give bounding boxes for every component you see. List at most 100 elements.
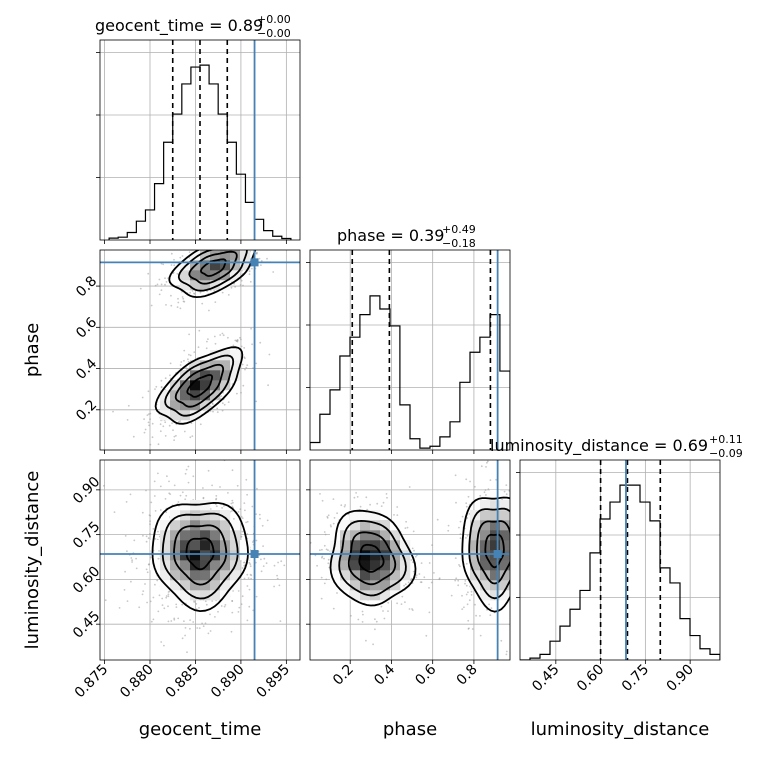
sample-point (320, 597, 323, 600)
sample-point (191, 435, 194, 437)
sample-point (505, 484, 508, 486)
density-cell (190, 580, 201, 591)
sample-point (196, 245, 198, 247)
density-cell (380, 560, 391, 571)
density-cell (190, 570, 201, 581)
sample-point (149, 533, 151, 535)
sample-point (249, 280, 252, 283)
tick-label-phase: 0.2 (73, 397, 100, 424)
sample-point (517, 581, 519, 583)
contour-level-2 (177, 250, 248, 292)
sample-point (221, 247, 223, 249)
density-cell (200, 560, 211, 571)
density-cell (200, 500, 211, 511)
sample-point (246, 533, 249, 535)
density-cell (220, 530, 231, 541)
sample-point (205, 603, 208, 606)
contour-level-1 (154, 346, 244, 425)
sample-point (165, 281, 168, 283)
density-cell (390, 550, 401, 561)
density-cell (350, 520, 361, 531)
density-cell (190, 380, 201, 391)
sample-point (412, 570, 415, 573)
sample-point (396, 602, 398, 605)
sample-point (209, 405, 212, 408)
sample-point (387, 601, 390, 604)
density-cell (470, 580, 481, 591)
sample-point (231, 510, 233, 512)
sample-point (165, 595, 168, 597)
density-cell (220, 280, 231, 291)
sample-point (241, 567, 244, 569)
density-cell (380, 530, 391, 541)
sample-point (182, 300, 185, 303)
sample-point (209, 243, 211, 245)
sample-point (202, 625, 205, 628)
sample-point (408, 608, 411, 610)
sample-point (196, 627, 199, 629)
sample-point (469, 480, 471, 483)
sample-point (272, 241, 274, 243)
sample-point (149, 520, 152, 523)
density-cell (170, 510, 181, 521)
sample-point (320, 576, 323, 579)
sample-point (457, 584, 460, 587)
sample-point (517, 533, 519, 535)
density-cell (200, 360, 211, 371)
density-cell (150, 540, 161, 551)
sample-point (92, 547, 94, 549)
sample-point (152, 618, 155, 621)
density-cell (200, 380, 211, 391)
sample-point (170, 304, 173, 307)
sample-point (234, 233, 236, 235)
sample-point (525, 557, 527, 559)
sample-point (231, 469, 234, 472)
density-cell (210, 560, 221, 571)
sample-point (521, 523, 523, 525)
density-cell (370, 540, 381, 551)
sample-point (250, 243, 252, 245)
sample-point (458, 564, 460, 566)
sample-point (183, 349, 186, 352)
sample-point (152, 528, 155, 530)
tick-label-luminosity-distance: 0.90 (70, 474, 103, 507)
sample-point (319, 549, 321, 552)
density-cell (180, 540, 191, 551)
sample-point (340, 504, 343, 507)
sample-point (149, 523, 151, 526)
sample-point (516, 548, 518, 550)
sample-point (495, 478, 497, 481)
sample-point (405, 520, 407, 523)
sample-point (225, 247, 227, 249)
sample-point (156, 283, 159, 286)
sample-point (124, 570, 126, 573)
sample-point (207, 338, 209, 340)
sample-point (272, 271, 275, 273)
sample-point (103, 484, 105, 487)
contour-level-4 (200, 258, 227, 277)
sample-point (187, 358, 189, 361)
sample-point (173, 264, 176, 267)
sample-point (150, 501, 153, 504)
sample-point (177, 617, 180, 620)
sample-point (242, 247, 244, 249)
sample-point (436, 518, 439, 521)
sample-point (248, 226, 250, 228)
sample-point (510, 525, 512, 527)
density-cells (160, 250, 251, 421)
sample-point (184, 627, 187, 629)
sample-point (243, 347, 246, 349)
density-cell (170, 580, 181, 591)
sample-point (277, 561, 279, 564)
sample-point (510, 513, 512, 515)
sample-point (240, 338, 242, 341)
density-cell (190, 560, 201, 571)
sample-point (464, 582, 466, 585)
sample-point (541, 520, 543, 522)
sample-point (465, 593, 468, 596)
density-cell (180, 560, 191, 571)
sample-point (247, 577, 250, 579)
sample-point (283, 564, 286, 567)
sample-point (361, 610, 364, 613)
